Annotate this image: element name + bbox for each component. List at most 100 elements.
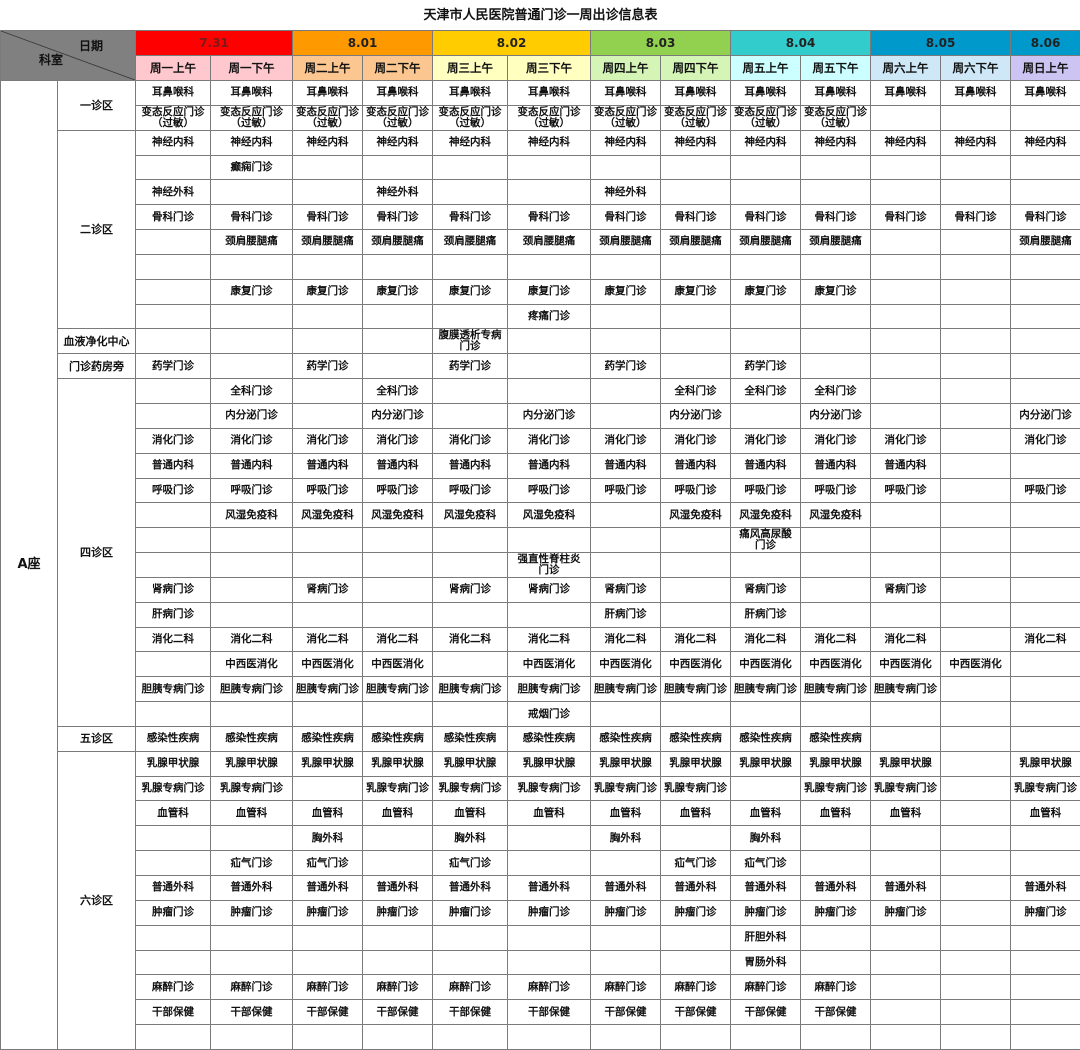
clinic-cell: 肿瘤门诊 <box>135 899 211 926</box>
clinic-cell: 神经内科 <box>730 129 801 156</box>
clinic-cell <box>940 502 1011 529</box>
clinic-cell: 消化门诊 <box>362 427 433 454</box>
zone-label: 一诊区 <box>57 80 136 131</box>
day-header: 周二上午 <box>292 55 363 81</box>
clinic-cell: 麻醉门诊 <box>660 974 731 1001</box>
clinic-cell: 干部保健 <box>660 999 731 1026</box>
clinic-cell <box>800 154 871 181</box>
clinic-cell: 肾病门诊 <box>590 576 661 603</box>
clinic-cell: 普通外科 <box>362 875 433 901</box>
clinic-cell: 康复门诊 <box>730 278 801 305</box>
clinic-cell: 肿瘤门诊 <box>507 899 591 926</box>
clinic-cell <box>210 527 293 554</box>
clinic-cell <box>432 1024 508 1050</box>
clinic-cell: 胆胰专病门诊 <box>730 676 801 703</box>
clinic-cell: 呼吸门诊 <box>800 477 871 504</box>
clinic-cell: 普通外科 <box>800 875 871 901</box>
clinic-cell <box>432 651 508 678</box>
clinic-cell: 肝病门诊 <box>590 601 661 628</box>
clinic-cell: 乳腺专病门诊 <box>432 775 508 802</box>
clinic-cell <box>940 402 1011 429</box>
clinic-cell <box>660 949 731 976</box>
clinic-cell <box>432 402 508 429</box>
clinic-cell <box>432 527 508 554</box>
clinic-cell: 肿瘤门诊 <box>730 899 801 926</box>
clinic-cell: 肾病门诊 <box>507 576 591 603</box>
clinic-cell: 变态反应门诊 （过敏） <box>507 104 591 131</box>
clinic-cell <box>1009 278 1080 305</box>
clinic-cell: 麻醉门诊 <box>800 974 871 1001</box>
clinic-cell: 神经内科 <box>590 129 661 156</box>
clinic-cell <box>870 378 941 404</box>
clinic-cell <box>210 924 293 951</box>
clinic-cell: 神经内科 <box>507 129 591 156</box>
table-row <box>1 1024 1080 1050</box>
clinic-cell: 全科门诊 <box>800 378 871 404</box>
clinic-cell: 干部保健 <box>210 999 293 1026</box>
clinic-cell <box>292 601 363 628</box>
zone-label: 血液净化中心 <box>57 328 136 355</box>
clinic-cell: 感染性疾病 <box>507 725 591 752</box>
clinic-cell <box>292 701 363 727</box>
clinic-cell <box>1009 303 1080 330</box>
clinic-cell: 消化二科 <box>210 626 293 653</box>
clinic-cell: 药学门诊 <box>135 353 211 380</box>
clinic-cell: 干部保健 <box>292 999 363 1026</box>
clinic-cell: 麻醉门诊 <box>590 974 661 1001</box>
clinic-cell <box>800 601 871 628</box>
clinic-cell <box>1009 452 1080 479</box>
clinic-cell: 康复门诊 <box>590 278 661 305</box>
clinic-cell <box>135 502 211 529</box>
clinic-cell <box>800 949 871 976</box>
clinic-cell <box>660 303 731 330</box>
clinic-cell <box>507 353 591 380</box>
clinic-cell: 血管科 <box>800 800 871 827</box>
clinic-cell: 康复门诊 <box>210 278 293 305</box>
clinic-cell: 乳腺甲状腺 <box>292 750 363 777</box>
table-row: 四诊区 全科门诊 全科门诊 全科门诊 全科门诊 全科门诊 <box>1 378 1080 727</box>
table-row: 二诊区 神经内科 神经内科 神经内科 神经内科 神经内科 神经内科 神经内科 神经内科 神经内科神… <box>1 129 1080 330</box>
clinic-cell: 骨科门诊 <box>362 204 433 231</box>
clinic-cell <box>432 601 508 628</box>
clinic-cell: 骨科门诊 <box>800 204 871 231</box>
table-row: 胃肠外科 <box>1 949 1080 976</box>
clinic-cell <box>362 924 433 951</box>
clinic-cell <box>590 924 661 951</box>
clinic-cell <box>940 750 1011 777</box>
clinic-cell <box>362 701 433 727</box>
table-row: 肿瘤门诊 肿瘤门诊 肿瘤门诊 肿瘤门诊 肿瘤门诊 肿瘤门诊 肿瘤门诊 肿瘤门诊 肿瘤门诊 肿瘤门诊… <box>1 899 1080 926</box>
clinic-cell <box>292 775 363 802</box>
clinic-cell <box>940 850 1011 876</box>
clinic-cell <box>940 725 1011 752</box>
clinic-cell <box>660 601 731 628</box>
clinic-cell <box>660 576 731 603</box>
clinic-cell: 胆胰专病门诊 <box>292 676 363 703</box>
clinic-cell: 普通内科 <box>870 452 941 479</box>
clinic-cell <box>940 353 1011 380</box>
clinic-cell <box>1009 701 1080 727</box>
clinic-cell: 骨科门诊 <box>730 204 801 231</box>
clinic-cell: 骨科门诊 <box>870 204 941 231</box>
clinic-cell: 感染性疾病 <box>210 725 293 752</box>
clinic-cell: 胸外科 <box>730 825 801 852</box>
clinic-cell <box>730 775 801 802</box>
clinic-cell: 神经外科 <box>135 179 211 206</box>
clinic-cell <box>362 353 433 380</box>
table-row: 肝病门诊 肝病门诊 肝病门诊 <box>1 601 1080 628</box>
clinic-cell: 耳鼻喉科 <box>507 80 591 106</box>
clinic-cell: 骨科门诊 <box>1009 204 1080 231</box>
table-row: 戒烟门诊 <box>1 701 1080 727</box>
clinic-cell: 神经内科 <box>292 129 363 156</box>
clinic-cell: 肿瘤门诊 <box>1009 899 1080 926</box>
clinic-cell: 肿瘤门诊 <box>870 899 941 926</box>
zone-label: 二诊区 <box>57 129 136 330</box>
clinic-cell: 骨科门诊 <box>660 204 731 231</box>
clinic-cell: 胆胰专病门诊 <box>590 676 661 703</box>
clinic-cell <box>870 825 941 852</box>
clinic-cell <box>507 949 591 976</box>
page-title: 天津市人民医院普通门诊一周出诊信息表 <box>0 0 1080 31</box>
clinic-cell: 康复门诊 <box>507 278 591 305</box>
clinic-cell <box>1009 601 1080 628</box>
clinic-cell: 乳腺甲状腺 <box>800 750 871 777</box>
clinic-cell <box>210 1024 293 1050</box>
